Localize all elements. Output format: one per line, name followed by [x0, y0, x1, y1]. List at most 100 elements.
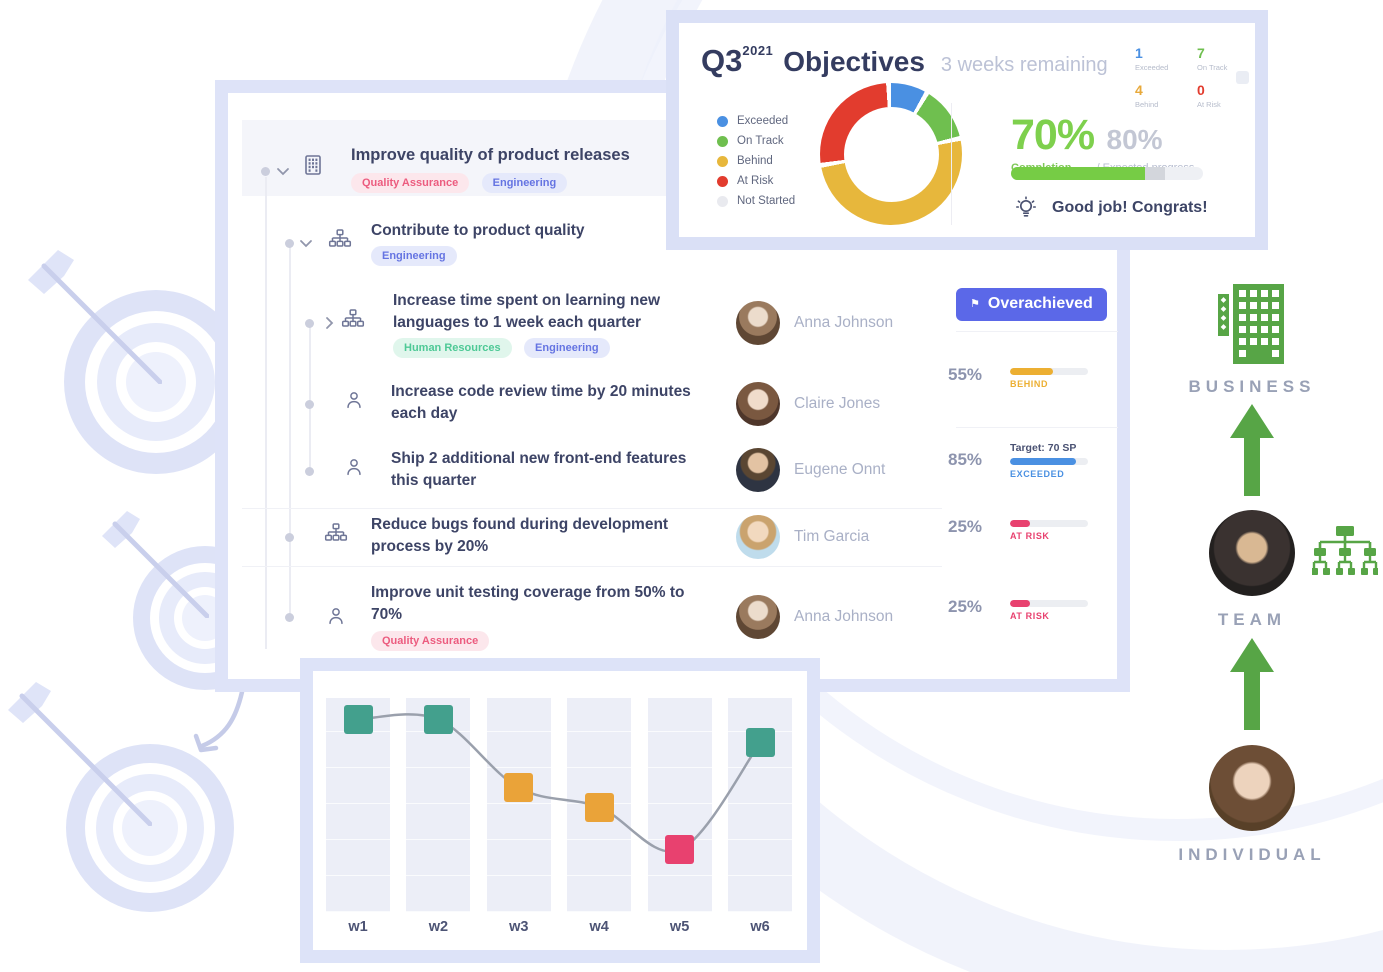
person-icon	[329, 608, 343, 625]
tag-engineering: Engineering	[371, 246, 457, 267]
card-title: Q32021 Objectives 3 weeks remaining	[701, 43, 1108, 79]
menu-placeholder-icon	[1236, 71, 1249, 84]
objective-row[interactable]: Increase code review time by 20 minutes …	[391, 383, 691, 423]
tree-node-dot	[305, 400, 314, 409]
legend-dot	[717, 195, 728, 207]
arrow-up-icon	[1230, 638, 1274, 730]
summary-stat: 1 Exceeded	[1135, 45, 1169, 72]
tree-rail	[309, 327, 311, 471]
panel-divider	[956, 427, 1118, 428]
target-illustration	[8, 682, 234, 912]
owner-name: Claire Jones	[794, 395, 881, 412]
avatar	[736, 515, 780, 559]
lightbulb-icon	[1016, 196, 1036, 217]
objective-row[interactable]: Reduce bugs found during development pro…	[371, 516, 669, 556]
tag-human-resources: Human Resources	[393, 338, 512, 359]
chevron-right-icon[interactable]	[321, 315, 337, 331]
chevron-down-icon[interactable]	[298, 235, 314, 251]
objective-row[interactable]: Improve unit testing coverage from 50% t…	[371, 584, 685, 624]
chart-marker	[665, 835, 695, 865]
tree-rail	[289, 247, 291, 617]
quarter-summary-card: Q32021 Objectives 3 weeks remaining 1 Excee…	[666, 10, 1268, 250]
kr-value: 25%	[948, 597, 983, 616]
objective-row[interactable]: Increase time spent on learning new lang…	[393, 292, 661, 332]
flag-icon: ⚑	[970, 297, 980, 310]
legend-item: Not Started	[717, 191, 795, 211]
tag-row: Quality Assurance	[371, 631, 497, 652]
hierarchy-label-team: TEAM	[1217, 610, 1287, 629]
summary-stat: 0 At Risk	[1197, 82, 1221, 109]
x-tick-label: w2	[428, 919, 449, 935]
tag-row: Human Resources Engineering	[393, 338, 618, 359]
tree-rail	[265, 177, 267, 649]
kr-progress: 85% Target: 70 SP EXCEEDED	[948, 439, 1120, 479]
kr-target-label: Target: 70 SP	[1010, 442, 1077, 454]
kr-progress-bar	[1010, 368, 1088, 375]
person-icon	[347, 459, 361, 476]
business-building-icon	[1218, 284, 1284, 364]
kr-progress: 25% AT RISK	[948, 517, 1120, 541]
chevron-down-icon[interactable]	[275, 163, 291, 179]
kr-value: 25%	[948, 517, 983, 536]
sitemap-icon	[328, 229, 352, 247]
summary-stats: 1 Exceeded 7 On Track 4 Behind 0 At Risk	[1135, 45, 1259, 119]
legend-dot	[717, 155, 728, 167]
completion-block: 70% 80% Completion / Expected progress	[1011, 111, 1211, 174]
status-badge-overachieved: ⚑ Overachieved	[956, 288, 1107, 321]
weekly-progress-chart-card: w1 w2 w3 w4 w5 w6	[300, 658, 820, 963]
tree-node-dot	[285, 613, 294, 622]
chart-marker	[504, 773, 534, 803]
tag-row: Engineering	[371, 246, 465, 267]
hierarchy-label-business: BUSINESS	[1188, 377, 1316, 396]
x-tick-label: w6	[750, 919, 770, 935]
legend-item: At Risk	[717, 171, 795, 191]
chart-plot	[326, 698, 792, 912]
kr-progress-bar	[1010, 600, 1088, 607]
owner-name: Tim Garcia	[794, 528, 870, 545]
row-separator	[242, 508, 942, 509]
panel-divider	[956, 331, 1118, 332]
owner-name: Anna Johnson	[794, 608, 894, 625]
avatar	[736, 448, 780, 492]
vertical-divider	[951, 103, 952, 225]
individual-avatar	[1209, 745, 1295, 831]
owner-name: Anna Johnson	[794, 314, 894, 331]
badge-label: Overachieved	[987, 295, 1093, 312]
owner: Claire Jones	[736, 382, 880, 426]
hierarchy-label-individual: INDIVIDUAL	[1178, 845, 1326, 864]
summary-stat: 7 On Track	[1197, 45, 1228, 72]
tag-engineering: Engineering	[481, 173, 568, 194]
tree-node-dot	[305, 319, 314, 328]
tag-row: Quality Assurance Engineering	[351, 173, 575, 194]
objectives-label: Objectives	[783, 46, 925, 77]
summary-stat: 4 Behind	[1135, 82, 1159, 109]
x-tick-label: w1	[348, 919, 368, 935]
quarter-label: Q3	[701, 43, 743, 78]
sitemap-icon	[341, 309, 365, 327]
congrats-message: Good job! Congrats!	[1013, 195, 1208, 221]
avatar	[736, 595, 780, 639]
row-separator	[242, 566, 942, 567]
chart-x-axis-labels: w1 w2 w3 w4 w5 w6	[326, 919, 792, 941]
chart-marker	[745, 728, 775, 758]
objective-row[interactable]: Ship 2 additional new front-end features…	[391, 450, 687, 490]
legend-dot	[717, 135, 728, 147]
kr-status-label: EXCEEDED	[1010, 469, 1065, 479]
kr-progress-bar	[1010, 520, 1088, 527]
arrow-up-icon	[1230, 404, 1274, 496]
time-remaining: 3 weeks remaining	[940, 54, 1108, 76]
trend-line	[357, 713, 761, 853]
owner: Eugene Onnt	[736, 448, 885, 492]
owner: Anna Johnson	[736, 595, 893, 639]
donut-legend: Exceeded On Track Behind At Risk Not Sta…	[717, 111, 795, 211]
sitemap-icon	[324, 523, 348, 541]
arrow-in-target-icon	[28, 250, 162, 384]
kr-status-label: AT RISK	[1010, 531, 1050, 541]
person-icon	[347, 392, 361, 409]
year-label: 2021	[742, 43, 774, 58]
legend-item: Exceeded	[717, 111, 795, 131]
x-tick-label: w4	[589, 919, 609, 935]
owner: Anna Johnson	[736, 301, 893, 345]
tag-engineering: Engineering	[524, 338, 610, 359]
kr-status-label: AT RISK	[1010, 611, 1050, 621]
